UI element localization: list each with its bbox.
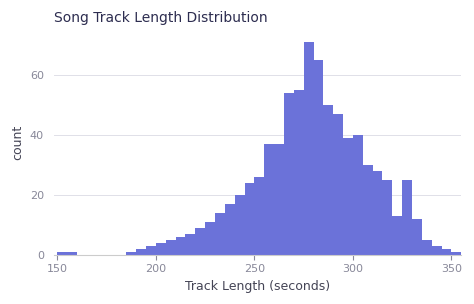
Bar: [432, 246, 442, 255]
Bar: [127, 252, 136, 255]
Bar: [156, 243, 166, 255]
Bar: [284, 93, 294, 255]
Bar: [57, 252, 67, 255]
Bar: [146, 246, 156, 255]
Bar: [245, 183, 255, 255]
Bar: [294, 90, 304, 255]
Bar: [392, 216, 402, 255]
Bar: [343, 138, 353, 255]
Bar: [205, 222, 215, 255]
Bar: [323, 105, 333, 255]
Bar: [255, 177, 264, 255]
Bar: [274, 144, 284, 255]
Bar: [166, 240, 176, 255]
Bar: [136, 249, 146, 255]
Bar: [451, 252, 461, 255]
Bar: [402, 180, 412, 255]
Bar: [67, 252, 77, 255]
Bar: [422, 240, 432, 255]
Bar: [461, 252, 471, 255]
Bar: [215, 213, 225, 255]
Bar: [304, 42, 313, 255]
Bar: [442, 249, 451, 255]
Bar: [195, 228, 205, 255]
Bar: [373, 171, 383, 255]
Bar: [383, 180, 392, 255]
Text: Song Track Length Distribution: Song Track Length Distribution: [54, 11, 267, 25]
Bar: [353, 135, 363, 255]
Bar: [264, 144, 274, 255]
Bar: [235, 195, 245, 255]
Y-axis label: count: count: [11, 125, 24, 160]
Bar: [313, 60, 323, 255]
Bar: [412, 219, 422, 255]
Bar: [225, 204, 235, 255]
Bar: [363, 165, 373, 255]
Bar: [185, 234, 195, 255]
Bar: [176, 237, 185, 255]
Bar: [333, 114, 343, 255]
X-axis label: Track Length (seconds): Track Length (seconds): [185, 280, 330, 293]
